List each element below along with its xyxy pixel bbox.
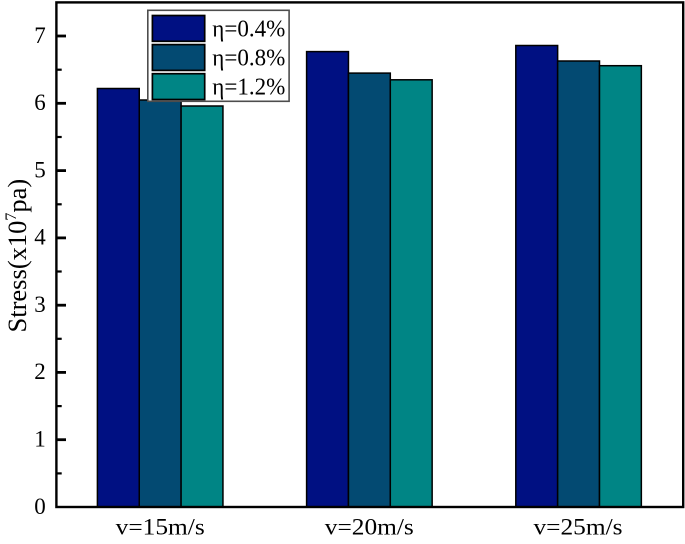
svg-text:7: 7 <box>34 23 46 48</box>
svg-text:v=20m/s: v=20m/s <box>325 514 414 539</box>
svg-text:1: 1 <box>34 427 46 452</box>
svg-text:η=0.4%: η=0.4% <box>212 16 285 42</box>
svg-text:5: 5 <box>34 157 46 182</box>
svg-text:3: 3 <box>34 292 46 317</box>
svg-text:v=15m/s: v=15m/s <box>116 514 205 539</box>
svg-text:Stress(x107pa): Stress(x107pa) <box>2 179 32 333</box>
svg-text:v=25m/s: v=25m/s <box>534 514 623 539</box>
svg-text:2: 2 <box>34 359 46 384</box>
svg-text:4: 4 <box>34 225 46 250</box>
svg-text:η=1.2%: η=1.2% <box>212 75 285 101</box>
svg-text:η=0.8%: η=0.8% <box>212 46 285 72</box>
svg-text:6: 6 <box>34 90 46 115</box>
svg-text:0: 0 <box>34 494 46 519</box>
